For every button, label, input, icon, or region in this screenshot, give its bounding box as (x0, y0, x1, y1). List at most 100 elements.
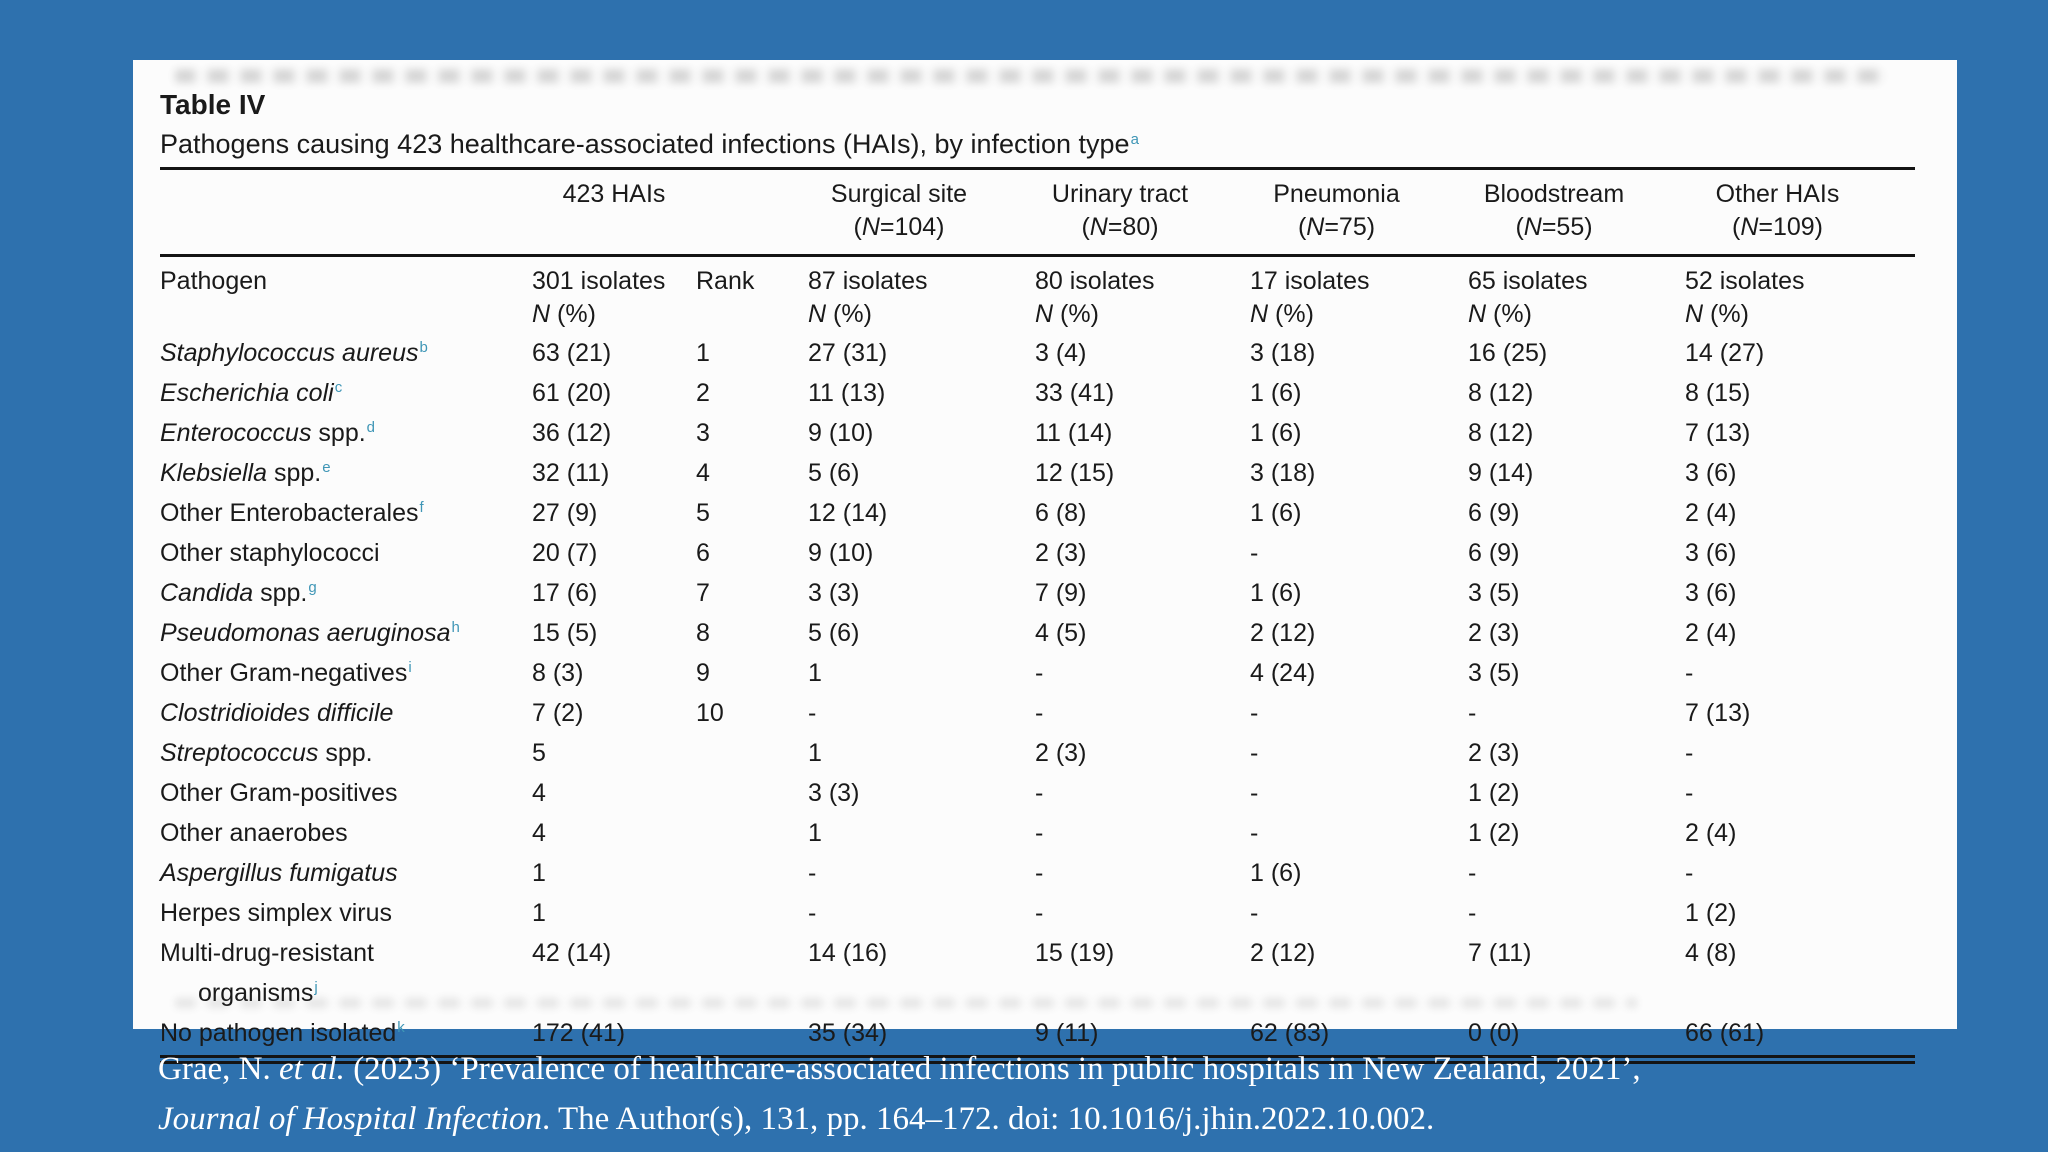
caption-footnote-marker: a (1130, 131, 1139, 148)
urinary-count-cell: 6 (8) (1035, 499, 1087, 527)
hais-count-cell: 7 (2) (532, 699, 584, 727)
col-header-bloodstream: Bloodstream (N=55) (1468, 168, 1685, 257)
table-row: Multi-drug-resistant organismsj 42 (14) 1… (160, 935, 1915, 1015)
pathogen-name-italic: Klebsiella (160, 459, 268, 487)
surgical-count-cell: 9 (10) (808, 539, 874, 567)
surgical-count-cell: 12 (14) (808, 499, 888, 527)
urinary-count-cell: 33 (41) (1035, 379, 1115, 407)
pneumonia-count-cell: 62 (83) (1250, 1019, 1330, 1047)
bloodstream-count-cell: 16 (25) (1468, 339, 1548, 367)
pneumonia-count-cell: 1 (6) (1250, 859, 1302, 887)
header-spacer (160, 168, 532, 257)
urinary-count-cell: - (1035, 779, 1044, 807)
pneumonia-count-cell: 3 (18) (1250, 459, 1316, 487)
rank-cell (696, 735, 808, 775)
pathogen-footnote-marker: b (419, 339, 428, 356)
other-count-cell: 3 (6) (1685, 459, 1737, 487)
urinary-count-cell: 3 (4) (1035, 339, 1087, 367)
cropped-footnote-artifact-bottom (175, 998, 1637, 1008)
bloodstream-count-cell: 3 (5) (1468, 659, 1520, 687)
pathogen-footnote-marker: k (397, 1019, 405, 1036)
surgical-count-cell: 3 (3) (808, 779, 860, 807)
table-header: 423 HAIs Surgical site (N=104) Urinary t… (160, 168, 1915, 336)
pathogen-name-roman: Other Enterobacterales (160, 499, 419, 527)
other-count-cell: - (1685, 659, 1694, 687)
pathogen-name-cell: Herpes simplex virus (160, 895, 532, 935)
pathogen-name-cell: Multi-drug-resistant organismsj (160, 935, 532, 1015)
urinary-count-cell: - (1035, 819, 1044, 847)
pathogen-name-italic: Aspergillus fumigatus (160, 859, 398, 887)
surgical-count-cell: - (808, 859, 817, 887)
bloodstream-count-cell: 2 (3) (1468, 739, 1520, 767)
col-subheader-other-isolates: 52 isolates N (%) (1685, 267, 1805, 328)
pneumonia-count-cell: - (1250, 699, 1259, 727)
hais-count-cell: 17 (6) (532, 579, 598, 607)
citation-line-1: Grae, N. et al. (2023) ‘Prevalence of he… (158, 1051, 1641, 1087)
surgical-count-cell: 14 (16) (808, 939, 888, 967)
col-subheader-urinary-isolates: 80 isolates N (%) (1035, 267, 1155, 328)
table-row: Herpes simplex virus 1 - - - - 1 (2) (160, 895, 1915, 935)
urinary-count-cell: - (1035, 899, 1044, 927)
header-spacer (696, 168, 808, 257)
bloodstream-count-cell: - (1468, 699, 1477, 727)
pathogen-name-italic: Streptococcus (160, 739, 319, 767)
urinary-count-cell: 2 (3) (1035, 739, 1087, 767)
hais-count-cell: 1 (532, 859, 546, 887)
pathogen-name-roman: spp. (311, 419, 366, 447)
rank-cell: 9 (696, 659, 710, 687)
table-row: Streptococcus spp. 5 1 2 (3) - 2 (3) - (160, 735, 1915, 775)
other-count-cell: 3 (6) (1685, 579, 1737, 607)
cropped-text-artifact-top (175, 69, 1887, 83)
table-row: Other Gram-positives 4 3 (3) - - 1 (2) - (160, 775, 1915, 815)
pathogen-name-cell: Other Enterobacteralesf (160, 495, 532, 535)
other-count-cell: 2 (4) (1685, 619, 1737, 647)
table-row: Candida spp.g 17 (6) 7 3 (3) 7 (9) 1 (6)… (160, 575, 1915, 615)
col-header-total: 423 HAIs (532, 168, 696, 257)
bloodstream-count-cell: 8 (12) (1468, 419, 1534, 447)
rank-cell: 3 (696, 419, 710, 447)
surgical-count-cell: 5 (6) (808, 619, 860, 647)
surgical-count-cell: 5 (6) (808, 459, 860, 487)
isolates-header-row: Pathogen 301 isolates N (%) Rank 87 isol… (160, 256, 1915, 336)
pathogen-name-cell: Pseudomonas aeruginosah (160, 615, 532, 655)
pathogen-name-cell: Clostridioides difficile (160, 695, 532, 735)
pneumonia-count-cell: 1 (6) (1250, 379, 1302, 407)
urinary-count-cell: - (1035, 659, 1044, 687)
surgical-count-cell: 11 (13) (808, 379, 886, 407)
other-count-cell: - (1685, 859, 1694, 887)
hais-count-cell: 36 (12) (532, 419, 612, 447)
pathogen-name-italic: Candida (160, 579, 254, 607)
pathogen-name-italic: Staphylococcus aureus (160, 339, 419, 367)
urinary-count-cell: 12 (15) (1035, 459, 1115, 487)
other-count-cell: 2 (4) (1685, 819, 1737, 847)
pathogen-name-cell: Candida spp.g (160, 575, 532, 615)
rank-cell: 6 (696, 539, 710, 567)
bloodstream-count-cell: 9 (14) (1468, 459, 1534, 487)
citation-line-2: Journal of Hospital Infection. The Autho… (158, 1101, 1435, 1137)
pathogen-footnote-marker: h (451, 619, 460, 636)
hais-count-cell: 172 (41) (532, 1019, 626, 1047)
hais-count-cell: 4 (532, 779, 546, 807)
pathogen-name-roman: spp. (267, 459, 322, 487)
pneumonia-count-cell: 1 (6) (1250, 579, 1302, 607)
pneumonia-count-cell: - (1250, 739, 1259, 767)
pathogen-name-roman: Other staphylococci (160, 539, 380, 567)
pathogen-footnote-marker: i (408, 659, 412, 676)
urinary-count-cell: 2 (3) (1035, 539, 1087, 567)
pathogen-footnote-marker: f (419, 499, 424, 516)
rank-cell: 4 (696, 459, 710, 487)
urinary-count-cell: - (1035, 859, 1044, 887)
pneumonia-count-cell: - (1250, 899, 1259, 927)
col-subheader-pneumonia-isolates: 17 isolates N (%) (1250, 267, 1370, 328)
pathogen-name-cell: No pathogen isolatedk (160, 1015, 532, 1060)
bloodstream-count-cell: 8 (12) (1468, 379, 1534, 407)
pathogen-name-cell: Other staphylococci (160, 535, 532, 575)
pathogen-name-roman: Other Gram-negatives (160, 659, 408, 687)
surgical-count-cell: 27 (31) (808, 339, 888, 367)
pathogens-table: 423 HAIs Surgical site (N=104) Urinary t… (160, 167, 1915, 1064)
pathogen-name-roman: No pathogen isolated (160, 1019, 397, 1047)
hais-count-cell: 4 (532, 819, 546, 847)
rank-cell (696, 895, 808, 935)
other-count-cell: 3 (6) (1685, 539, 1737, 567)
rank-cell: 8 (696, 619, 710, 647)
